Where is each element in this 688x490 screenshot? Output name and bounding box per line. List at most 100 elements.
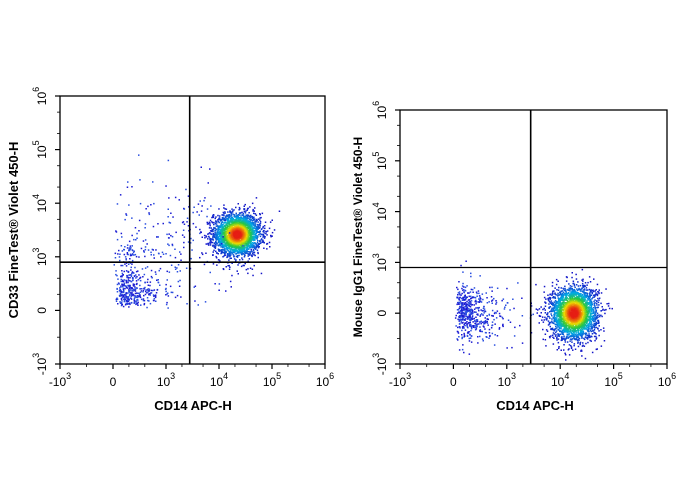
- event-dot: [596, 293, 599, 295]
- event-dot: [565, 323, 568, 325]
- event-dot: [553, 317, 556, 319]
- event-dot: [127, 281, 129, 284]
- event-dot: [193, 206, 195, 208]
- event-dot: [131, 234, 133, 237]
- event-dot: [246, 208, 249, 210]
- event-dot: [259, 235, 262, 238]
- event-dot: [560, 307, 563, 309]
- event-dot: [266, 234, 268, 236]
- event-dot: [262, 240, 264, 242]
- event-dot: [129, 258, 131, 260]
- event-dot: [575, 299, 578, 301]
- event-dot: [248, 218, 251, 221]
- x-tick-base: 10: [210, 375, 224, 389]
- event-dot: [129, 245, 132, 247]
- event-dot: [226, 242, 228, 244]
- event-dot: [204, 301, 207, 303]
- event-dot: [591, 292, 593, 295]
- event-dot: [174, 196, 177, 199]
- event-dot: [593, 278, 595, 280]
- event-dot: [579, 341, 582, 344]
- event-dot: [125, 285, 128, 288]
- x-tick-exponent: 6: [329, 371, 334, 381]
- event-dot: [563, 320, 566, 323]
- event-dot: [262, 230, 264, 233]
- event-dot: [176, 267, 178, 269]
- event-dot: [569, 328, 572, 330]
- event-dot: [544, 339, 547, 341]
- event-dot: [243, 235, 246, 237]
- event-dot: [211, 216, 213, 219]
- event-dot: [149, 281, 152, 283]
- event-dot: [218, 240, 220, 242]
- event-dot: [578, 300, 580, 302]
- event-dot: [126, 301, 129, 303]
- event-dot: [262, 225, 264, 228]
- event-dot: [562, 309, 565, 312]
- event-dot: [222, 214, 224, 216]
- event-dot: [239, 259, 241, 261]
- event-dot: [236, 215, 238, 218]
- event-dot: [237, 251, 240, 254]
- event-dot: [582, 331, 584, 334]
- event-dot: [550, 321, 552, 324]
- event-dot: [186, 221, 188, 223]
- event-dot: [250, 246, 252, 249]
- event-dot: [215, 241, 217, 244]
- event-dot: [171, 291, 174, 294]
- event-dot: [586, 300, 588, 302]
- event-dot: [582, 342, 584, 344]
- event-dot: [219, 225, 222, 227]
- event-dot: [548, 307, 551, 309]
- event-dot: [131, 263, 133, 265]
- event-dot: [557, 322, 559, 324]
- event-dot: [595, 292, 597, 294]
- event-dot: [235, 255, 238, 258]
- event-dot: [565, 299, 567, 301]
- event-dot: [594, 316, 596, 318]
- event-dot: [236, 216, 239, 219]
- event-dot: [563, 349, 565, 351]
- event-dot: [230, 213, 232, 216]
- event-dot: [597, 319, 599, 322]
- event-dot: [555, 328, 557, 330]
- event-dot: [592, 312, 594, 314]
- event-dot: [234, 216, 236, 218]
- event-dot: [545, 329, 548, 331]
- event-dot: [583, 338, 586, 341]
- event-dot: [238, 220, 240, 223]
- event-dot: [594, 312, 596, 314]
- event-dot: [176, 271, 179, 273]
- event-dot: [232, 210, 234, 212]
- event-dot: [566, 294, 568, 296]
- event-dot: [587, 327, 589, 329]
- event-dot: [234, 244, 236, 246]
- event-dot: [582, 285, 584, 287]
- event-dot: [195, 226, 197, 228]
- event-dot: [587, 306, 589, 309]
- isotype-plot-events: [454, 260, 613, 361]
- event-dot: [231, 244, 233, 246]
- event-dot: [594, 290, 596, 292]
- event-dot: [580, 292, 582, 295]
- event-dot: [179, 251, 181, 253]
- event-dot: [128, 249, 131, 252]
- event-dot: [553, 322, 555, 325]
- event-dot: [129, 293, 131, 296]
- event-dot: [168, 197, 170, 199]
- event-dot: [580, 329, 583, 331]
- event-dot: [249, 235, 252, 237]
- event-dot: [554, 292, 556, 294]
- event-dot: [556, 320, 558, 323]
- event-dot: [203, 234, 206, 237]
- event-dot: [578, 337, 581, 340]
- event-dot: [233, 243, 236, 245]
- event-dot: [244, 252, 247, 254]
- x-tick-base: 10: [157, 375, 171, 389]
- event-dot: [148, 293, 150, 295]
- event-dot: [123, 294, 125, 297]
- event-dot: [258, 243, 260, 245]
- event-dot: [271, 235, 273, 237]
- event-dot: [588, 319, 591, 322]
